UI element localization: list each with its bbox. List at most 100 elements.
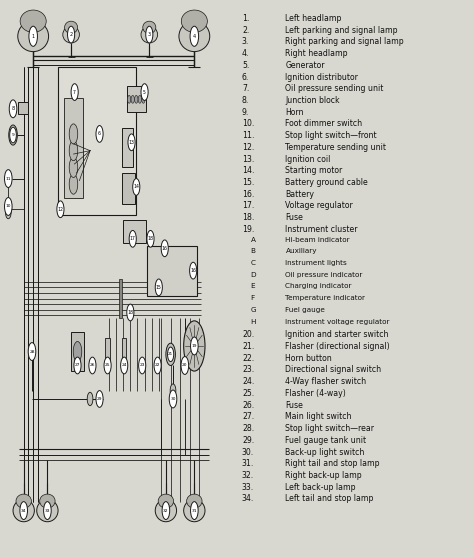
Text: Horn button: Horn button: [285, 354, 332, 363]
Text: 20.: 20.: [242, 330, 254, 339]
Text: 22.: 22.: [242, 354, 254, 363]
Text: 11: 11: [6, 176, 11, 181]
Bar: [58, 67, 136, 215]
Text: 25.: 25.: [242, 389, 254, 398]
Text: 16: 16: [190, 268, 196, 273]
Text: Fuel gauge: Fuel gauge: [285, 307, 325, 313]
Text: Battery: Battery: [285, 190, 314, 199]
Text: 31: 31: [191, 508, 197, 513]
Text: Foot dimmer switch: Foot dimmer switch: [285, 119, 363, 128]
Text: 13.: 13.: [242, 155, 255, 163]
Text: 17.: 17.: [242, 201, 255, 210]
Text: Left back-up lamp: Left back-up lamp: [285, 483, 356, 492]
Circle shape: [57, 201, 64, 218]
Ellipse shape: [183, 499, 205, 522]
Circle shape: [89, 357, 96, 374]
Text: 26.: 26.: [242, 401, 254, 410]
Circle shape: [162, 502, 170, 519]
Text: Junction block: Junction block: [285, 96, 340, 105]
Text: Left tail and stop lamp: Left tail and stop lamp: [285, 494, 374, 503]
Text: Oil pressure sending unit: Oil pressure sending unit: [285, 84, 384, 93]
Text: 7.: 7.: [242, 84, 249, 93]
Text: 32: 32: [163, 508, 169, 513]
Text: Temperature sending unit: Temperature sending unit: [285, 143, 386, 152]
Circle shape: [133, 179, 140, 195]
Circle shape: [161, 240, 168, 257]
Ellipse shape: [179, 21, 210, 52]
Circle shape: [128, 134, 135, 151]
Text: 5: 5: [143, 90, 146, 94]
Text: 26: 26: [90, 363, 95, 368]
Circle shape: [9, 100, 17, 118]
Text: 9.: 9.: [242, 108, 249, 117]
Bar: [122, 173, 135, 204]
Circle shape: [138, 95, 141, 103]
Text: Right headlamp: Right headlamp: [285, 49, 348, 58]
Text: 24.: 24.: [242, 377, 255, 386]
Circle shape: [127, 304, 134, 321]
Ellipse shape: [37, 499, 58, 522]
Text: 25: 25: [105, 363, 110, 368]
Circle shape: [138, 357, 146, 374]
Circle shape: [69, 124, 78, 144]
Text: 1: 1: [32, 34, 35, 39]
Text: Oil pressure indicator: Oil pressure indicator: [285, 272, 363, 278]
Text: 19: 19: [191, 344, 197, 348]
Text: 22: 22: [155, 363, 160, 368]
Ellipse shape: [181, 10, 207, 32]
Circle shape: [128, 95, 131, 103]
Text: E: E: [242, 283, 255, 290]
Circle shape: [69, 174, 78, 194]
Circle shape: [6, 205, 11, 219]
Text: 15: 15: [156, 285, 162, 290]
Text: Horn: Horn: [285, 108, 304, 117]
Text: Temperature indicator: Temperature indicator: [285, 295, 365, 301]
Circle shape: [146, 26, 153, 43]
Circle shape: [28, 343, 36, 360]
Circle shape: [73, 341, 82, 362]
Ellipse shape: [141, 26, 157, 43]
Circle shape: [155, 279, 162, 296]
Bar: [122, 128, 133, 167]
Text: 11.: 11.: [242, 131, 255, 140]
Text: 17: 17: [130, 237, 136, 241]
Text: 10.: 10.: [242, 119, 255, 128]
Circle shape: [129, 230, 137, 247]
Text: 15.: 15.: [242, 178, 255, 187]
Circle shape: [71, 84, 78, 100]
Text: F: F: [242, 295, 255, 301]
Circle shape: [191, 502, 198, 519]
Text: 30.: 30.: [242, 448, 254, 456]
Circle shape: [96, 126, 103, 142]
Circle shape: [9, 127, 16, 143]
Text: Ignition coil: Ignition coil: [285, 155, 331, 163]
Ellipse shape: [63, 26, 79, 43]
Text: 21: 21: [168, 352, 173, 357]
Text: 7: 7: [73, 90, 76, 94]
Text: Main light switch: Main light switch: [285, 412, 352, 421]
Ellipse shape: [13, 499, 35, 522]
Text: 27.: 27.: [242, 412, 254, 421]
Text: Generator: Generator: [285, 61, 325, 70]
Text: 6.: 6.: [242, 73, 249, 81]
Text: Ignition and starter switch: Ignition and starter switch: [285, 330, 389, 339]
Text: 23: 23: [139, 363, 145, 368]
Text: Stop light switch—rear: Stop light switch—rear: [285, 424, 374, 433]
Text: 8: 8: [11, 107, 15, 111]
Circle shape: [20, 502, 27, 519]
Text: 33.: 33.: [242, 483, 254, 492]
Text: H: H: [242, 319, 256, 325]
Text: Battery ground cable: Battery ground cable: [285, 178, 368, 187]
Text: 28.: 28.: [242, 424, 254, 433]
Text: 4: 4: [193, 34, 196, 39]
Circle shape: [135, 95, 138, 103]
Text: Right parking and signal lamp: Right parking and signal lamp: [285, 37, 404, 46]
Circle shape: [147, 230, 154, 247]
Text: Instrument voltage regulator: Instrument voltage regulator: [285, 319, 390, 325]
Text: Fuse: Fuse: [285, 401, 303, 410]
Ellipse shape: [155, 499, 176, 522]
Circle shape: [142, 95, 145, 103]
Text: 19.: 19.: [242, 225, 255, 234]
Text: 4-Way flasher switch: 4-Way flasher switch: [285, 377, 366, 386]
Text: 29: 29: [97, 397, 102, 401]
